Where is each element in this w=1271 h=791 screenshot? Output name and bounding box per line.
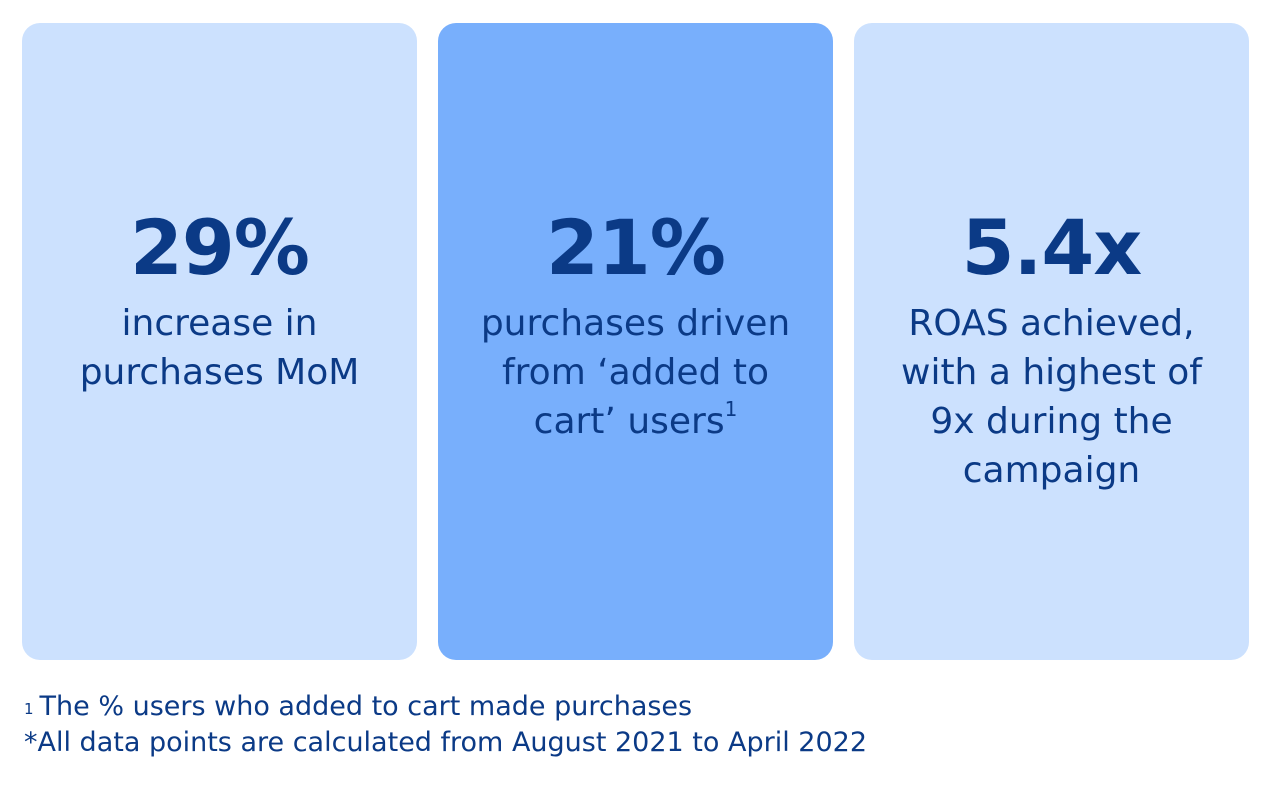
stat-value: 5.4x <box>961 203 1143 292</box>
stat-description-line: ROAS achieved, <box>908 303 1195 344</box>
stat-description: increase in purchases MoM <box>52 299 387 397</box>
stat-description-line: with a highest of <box>901 352 1202 393</box>
stat-card-cart-purchases: 21% purchases driven from ‘added to cart… <box>438 23 833 660</box>
stat-value: 21% <box>546 203 726 292</box>
stat-description-line: cart’ users1 <box>468 397 803 446</box>
footnote-text: The % users who added to cart made purch… <box>39 691 693 722</box>
stat-value: 29% <box>130 203 310 292</box>
stat-card-roas: 5.4x ROAS achieved, with a highest of 9x… <box>854 23 1249 660</box>
stat-description-line: purchases MoM <box>79 352 360 393</box>
stat-description-line: purchases driven <box>480 303 791 344</box>
footnote-marker: 1 <box>724 397 738 421</box>
footnote-cart-definition: 1 The % users who added to cart made purc… <box>24 689 692 725</box>
footnote-data-period: *All data points are calculated from Aug… <box>24 727 867 758</box>
footnote-marker: 1 <box>24 700 34 718</box>
stat-description-text: cart’ users <box>533 401 725 442</box>
stat-description: purchases driven from ‘added to cart’ us… <box>468 299 803 446</box>
stat-description-line: 9x during the <box>930 401 1173 442</box>
stat-description-line: from ‘added to <box>501 352 769 393</box>
stat-description: ROAS achieved, with a highest of 9x duri… <box>884 299 1219 495</box>
stat-description-line: increase in <box>121 303 318 344</box>
stat-card-purchases-increase: 29% increase in purchases MoM <box>22 23 417 660</box>
stat-description-line: campaign <box>962 450 1141 491</box>
